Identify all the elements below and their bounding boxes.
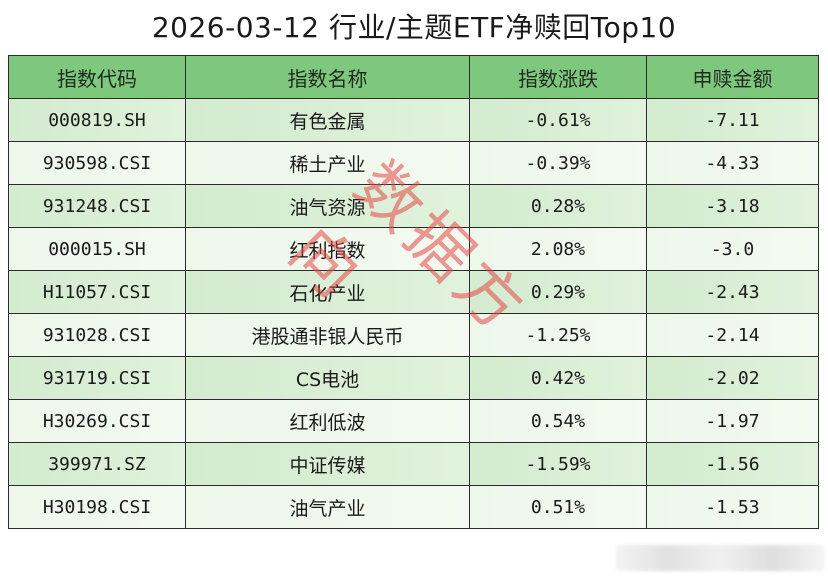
index-code: 000819.SH — [8, 98, 186, 142]
index-change: 0.51% — [469, 485, 647, 529]
index-change: -1.25% — [469, 313, 647, 357]
index-code: 931719.CSI — [8, 356, 186, 400]
table-row: 000819.SH 有色金属 -0.61% -7.11 — [8, 98, 819, 142]
table-row: 931719.CSI CS电池 0.42% -2.02 — [8, 356, 819, 400]
redemption-amount: -3.18 — [646, 184, 819, 228]
redemption-amount: -2.14 — [646, 313, 819, 357]
index-name: 油气产业 — [185, 485, 470, 529]
redemption-amount: -1.56 — [646, 442, 819, 486]
index-code: 931028.CSI — [8, 313, 186, 357]
index-name: 油气资源 — [185, 184, 470, 228]
index-change: 0.54% — [469, 399, 647, 443]
table-row: 931248.CSI 油气资源 0.28% -3.18 — [8, 184, 819, 228]
index-name: 红利指数 — [185, 227, 470, 271]
header-index-change: 指数涨跌 — [469, 55, 647, 99]
index-change: 0.28% — [469, 184, 647, 228]
index-change: -0.39% — [469, 141, 647, 185]
redemption-amount: -7.11 — [646, 98, 819, 142]
etf-redemption-table: 指数代码 指数名称 指数涨跌 申赎金额 000819.SH 有色金属 -0.61… — [8, 55, 819, 529]
index-name: 稀土产业 — [185, 141, 470, 185]
index-change: -1.59% — [469, 442, 647, 486]
table-row: 931028.CSI 港股通非银人民币 -1.25% -2.14 — [8, 313, 819, 357]
redemption-amount: -4.33 — [646, 141, 819, 185]
redemption-amount: -1.53 — [646, 485, 819, 529]
header-redemption-amount: 申赎金额 — [646, 55, 819, 99]
index-code: 000015.SH — [8, 227, 186, 271]
index-code: 399971.SZ — [8, 442, 186, 486]
header-index-name: 指数名称 — [185, 55, 470, 99]
index-code: 930598.CSI — [8, 141, 186, 185]
redemption-amount: -3.0 — [646, 227, 819, 271]
header-index-code: 指数代码 — [8, 55, 186, 99]
redemption-amount: -2.02 — [646, 356, 819, 400]
index-code: H30198.CSI — [8, 485, 186, 529]
index-name: 红利低波 — [185, 399, 470, 443]
table-row: H30269.CSI 红利低波 0.54% -1.97 — [8, 399, 819, 443]
table-row: 930598.CSI 稀土产业 -0.39% -4.33 — [8, 141, 819, 185]
index-change: 2.08% — [469, 227, 647, 271]
table-row: H30198.CSI 油气产业 0.51% -1.53 — [8, 485, 819, 529]
table-row: H11057.CSI 石化产业 0.29% -2.43 — [8, 270, 819, 314]
index-name: CS电池 — [185, 356, 470, 400]
index-name: 中证传媒 — [185, 442, 470, 486]
index-name: 港股通非银人民币 — [185, 313, 470, 357]
redemption-amount: -2.43 — [646, 270, 819, 314]
index-code: 931248.CSI — [8, 184, 186, 228]
index-change: 0.29% — [469, 270, 647, 314]
page-title: 2026-03-12 行业/主题ETF净赎回Top10 — [151, 11, 677, 44]
redemption-amount: -1.97 — [646, 399, 819, 443]
index-change: -0.61% — [469, 98, 647, 142]
table-row: 000015.SH 红利指数 2.08% -3.0 — [8, 227, 819, 271]
index-name: 有色金属 — [185, 98, 470, 142]
index-change: 0.42% — [469, 356, 647, 400]
table-header-row: 指数代码 指数名称 指数涨跌 申赎金额 — [8, 55, 819, 99]
table-row: 399971.SZ 中证传媒 -1.59% -1.56 — [8, 442, 819, 486]
index-code: H11057.CSI — [8, 270, 186, 314]
index-code: H30269.CSI — [8, 399, 186, 443]
index-name: 石化产业 — [185, 270, 470, 314]
blurred-footer-logo — [615, 545, 825, 571]
